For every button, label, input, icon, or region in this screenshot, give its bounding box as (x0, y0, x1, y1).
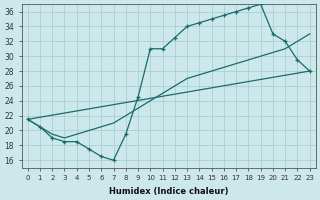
X-axis label: Humidex (Indice chaleur): Humidex (Indice chaleur) (109, 187, 228, 196)
